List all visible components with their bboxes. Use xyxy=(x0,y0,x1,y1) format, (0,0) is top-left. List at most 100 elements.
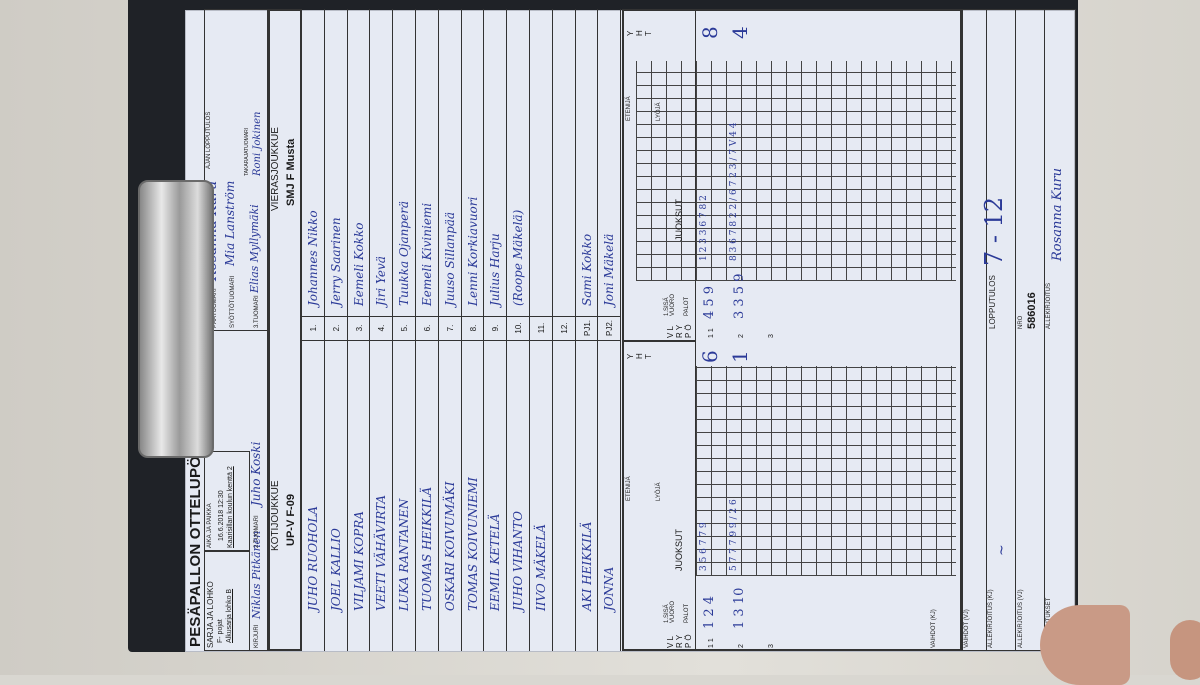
number-column-cell xyxy=(461,316,485,341)
player-row: TOMAS KOIVUNIEMI 8. Lenni Korkiavuori xyxy=(461,9,485,651)
player-row: 12. xyxy=(552,9,576,651)
aika-label: AIKA JA PAIKKA xyxy=(207,503,213,548)
home-inning-number: 3 xyxy=(768,644,775,648)
away-player-name: Julius Harju xyxy=(488,233,503,306)
nro-label: NRO xyxy=(1018,315,1024,329)
tuomari3-label: 3.TUOMARI xyxy=(254,295,260,328)
takaraja-label: TAKARAJATUOMARI xyxy=(244,127,250,176)
away-palot: 3 3 5 9 xyxy=(732,273,747,319)
sarja-value: F- pojat xyxy=(217,619,224,643)
away-player-name: Lenni Korkiavuori xyxy=(465,196,480,306)
away-lyoja-label: LYÖJÄ xyxy=(656,102,662,121)
home-palot: 1 3 10 xyxy=(732,587,747,629)
away-player-name: Sami Kokko xyxy=(579,233,594,306)
home-inning-number: 2 xyxy=(738,644,745,648)
kirjuri-label: KIRJURI xyxy=(254,624,260,648)
number-column-cell xyxy=(484,316,508,341)
away-sisa-label: 1.SISÄ VUORO xyxy=(664,293,676,316)
away-juoksut: 1 2 3 3 6 7 8 2 xyxy=(699,195,709,261)
takaraja-value: Roni Jokinen xyxy=(252,111,263,176)
player-row: LUKA RANTANEN 5. Tuukka Ojanperä xyxy=(393,9,416,651)
home-player-name: JONNA xyxy=(602,566,617,611)
allekirjoitus-value: Rosanna Kuru xyxy=(1050,167,1065,261)
away-player-name: Jerry Saarinen xyxy=(328,217,343,306)
away-inning-number: 2 xyxy=(738,334,745,338)
home-player-name: IIVO MÄKELÄ xyxy=(534,524,548,611)
player-row: JOEL KALLIO 2. Jerry Saarinen xyxy=(324,9,348,651)
away-player-name: Johannes Nikko xyxy=(306,210,320,306)
home-player-name: AKI HEIKKILÄ xyxy=(579,521,594,611)
away-yht: 4 xyxy=(728,26,752,39)
number-column-cell xyxy=(302,316,325,341)
home-lyoja-label: LYÖJÄ xyxy=(656,482,662,501)
away-team-name: SMJ F Musta xyxy=(285,138,297,206)
home-yht: 6 xyxy=(698,350,722,363)
away-team-label: VIERASJOUKKUE xyxy=(270,127,281,211)
away-player-name: Jiri Yevä xyxy=(374,256,389,306)
sarja-label: SARJA JA LOHKO xyxy=(206,581,215,648)
player-row: JUHO RUOHOLA 1. Johannes Nikko xyxy=(302,9,325,651)
player-row: OSKARI KOIVUMÄKI 7. Juuso Sillanpää xyxy=(438,9,462,651)
away-etenija-label: ETENIJÄ xyxy=(626,96,632,121)
player-row: EEMIL KETELÄ 9. Julius Harju xyxy=(484,9,508,651)
number-column-cell xyxy=(324,316,348,341)
away-palot: 4 5 9 xyxy=(702,285,717,319)
home-team-name: UP-V F-09 xyxy=(285,494,297,546)
away-yht: 8 xyxy=(698,26,722,39)
number-column-cell xyxy=(598,316,622,341)
number-column-cell xyxy=(575,316,599,341)
home-palot-label: PALOT xyxy=(684,603,690,623)
vaihdot-kj-label: VAIHDOT (KJ) xyxy=(931,609,937,648)
syottotuomari-value: Mia Lanström xyxy=(223,180,237,266)
lohko-value: Alkusarja lohko B xyxy=(226,588,233,643)
thumb xyxy=(1040,605,1130,685)
paikka-value: Kaarisillan koulun kenttä 2 xyxy=(227,466,234,548)
teams-row xyxy=(268,9,302,651)
home-player-name: EEMIL KETELÄ xyxy=(488,513,503,611)
number-column-cell xyxy=(552,316,576,341)
home-player-name: VILJAMI KOPRA xyxy=(351,511,366,611)
away-juoksut: 8 3 6 7 8 2 2 / 6 7 2 3 / 7 V 4 4 xyxy=(729,122,739,261)
home-player-name: JUHO RUOHOLA xyxy=(306,506,320,611)
home-juoksut: 3 5 6 7 7 9 xyxy=(699,522,709,571)
tuomari2-value: Juho Koski xyxy=(249,441,263,506)
home-player-name: JUHO VIHANTO xyxy=(511,511,526,611)
allekirjoitus-vj-label: ALLEKIRJOITUS (VJ) xyxy=(1018,589,1024,648)
vaihdot-vj-label: VAIHDOT (VJ) xyxy=(964,609,970,648)
player-row: VILJAMI KOPRA 3. Eemeli Kokko xyxy=(347,9,371,651)
scoresheet-paper: PESÄPALLON OTTELUPÖYTÄKIRJA SARJA JA LOH… xyxy=(185,9,1076,652)
home-inning-number: 1 1 xyxy=(708,638,715,648)
signature-kj: ~ xyxy=(994,544,1010,556)
home-player-name: JOEL KALLIO xyxy=(328,528,343,611)
allekirjoitus-kj-label: ALLEKIRJOITUS (KJ) xyxy=(988,589,994,648)
home-player-name: LUKA RANTANEN xyxy=(397,498,412,611)
away-score-header xyxy=(622,9,696,341)
player-row: AKI HEIKKILÄ PJ1. Sami Kokko xyxy=(575,9,599,651)
away-juoksut-label: JUOKSUT xyxy=(674,198,684,241)
players-table: JUHO RUOHOLA 1. Johannes Nikko JOEL KALL… xyxy=(302,9,622,651)
away-player-name: Juuso Sillanpää xyxy=(442,211,457,306)
home-sisa-label: 1.SISÄ VUORO xyxy=(664,600,676,623)
away-player-name: Tuukka Ojanperä xyxy=(397,200,412,306)
away-player-name: Joni Mäkelä xyxy=(602,233,617,306)
player-row: JONNA PJ2. Joni Mäkelä xyxy=(598,9,622,651)
player-row: IIVO MÄKELÄ 11. xyxy=(530,9,553,651)
number-column-cell xyxy=(416,316,439,341)
finger xyxy=(1170,620,1200,680)
nro-value: 586016 xyxy=(1026,292,1038,329)
away-inning-number: 1 1 xyxy=(708,328,715,338)
away-inning-number: 3 xyxy=(768,334,775,338)
number-column-cell xyxy=(393,316,416,341)
away-palot-label: PALOT xyxy=(684,296,690,316)
home-juoksut: 5 7 7 7 9 9 / 2 6 xyxy=(729,499,739,571)
tuomari2-label: 2.TUOMARI xyxy=(254,515,260,548)
away-player-name: Eemeli Kokko xyxy=(351,222,366,306)
player-row: JUHO VIHANTO 10. (Roope Mäkelä) xyxy=(507,9,530,651)
number-column-cell xyxy=(438,316,462,341)
number-column-cell xyxy=(347,316,371,341)
number-column-cell xyxy=(370,316,394,341)
home-palot: 1 2 4 xyxy=(702,595,717,629)
tuomari3-value: Elias Myllymäki xyxy=(248,204,261,293)
number-column-cell xyxy=(507,316,530,341)
home-player-name: TUOMAS HEIKKILÄ xyxy=(420,486,434,611)
